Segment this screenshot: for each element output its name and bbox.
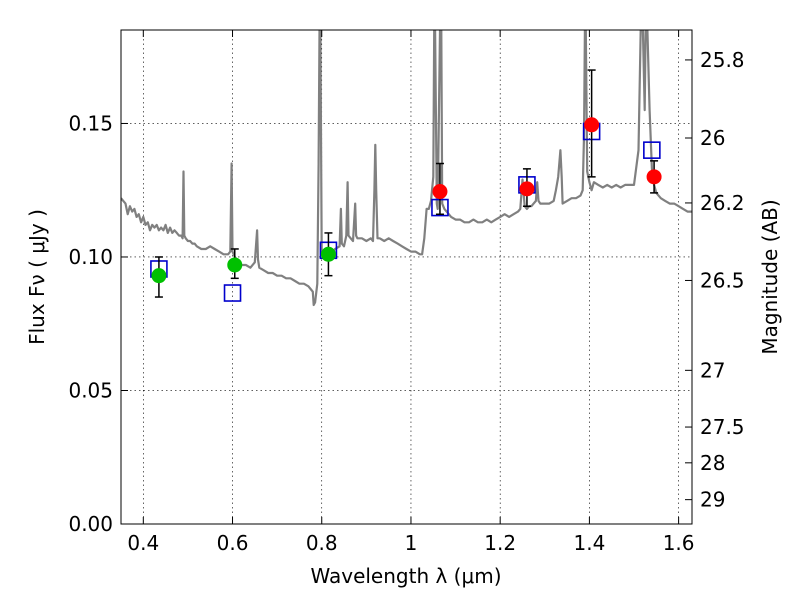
plot-frame (120, 29, 693, 525)
y2-tick-label: 25.8 (700, 48, 745, 72)
x-tick-label: 1.6 (663, 531, 695, 555)
model-spectrum-line (121, 30, 692, 307)
x-tick-label: 0.4 (127, 531, 159, 555)
grid-lines (121, 30, 692, 525)
plot-data (121, 30, 692, 307)
observed-point (227, 257, 243, 273)
observed-point (432, 184, 448, 200)
observed-point (584, 117, 600, 133)
y2-tick-label: 26.2 (700, 191, 745, 215)
x-tick-label: 0.8 (306, 531, 338, 555)
axis-ticks: 0.4 0.6 0.8 1 1.2 1.4 1.6 0.00 0.05 0.10 0.15 25.8 2… (68, 30, 745, 555)
y2-tick-label: 28 (700, 451, 725, 475)
y2-tick-label: 29 (700, 488, 725, 512)
model-photometry-square (223, 284, 242, 302)
observed-point (320, 246, 336, 262)
y2-tick-label: 27 (700, 358, 725, 382)
y-tick-label: 0.05 (68, 378, 113, 402)
observed-point (151, 268, 167, 284)
y2-tick-label: 26.5 (700, 268, 745, 292)
observed-point (519, 181, 535, 197)
y-tick-label: 0.10 (68, 245, 113, 269)
x-tick-label: 0.6 (217, 531, 249, 555)
y2-tick-label: 27.5 (700, 415, 745, 439)
y2-tick-label: 26 (700, 126, 725, 150)
observed-point (646, 169, 662, 185)
y-axis-label: Flux Fν ( μJy ) (25, 209, 49, 345)
x-tick-label: 1.4 (573, 531, 605, 555)
x-tick-label: 1.2 (484, 531, 516, 555)
x-axis-label: Wavelength λ (μm) (310, 564, 501, 588)
y-tick-label: 0.00 (68, 512, 113, 536)
y2-axis-label: Magnitude (AB) (758, 199, 782, 354)
x-tick-label: 1 (405, 531, 418, 555)
y-tick-label: 0.15 (68, 111, 113, 135)
model-photometry-square (643, 141, 661, 159)
